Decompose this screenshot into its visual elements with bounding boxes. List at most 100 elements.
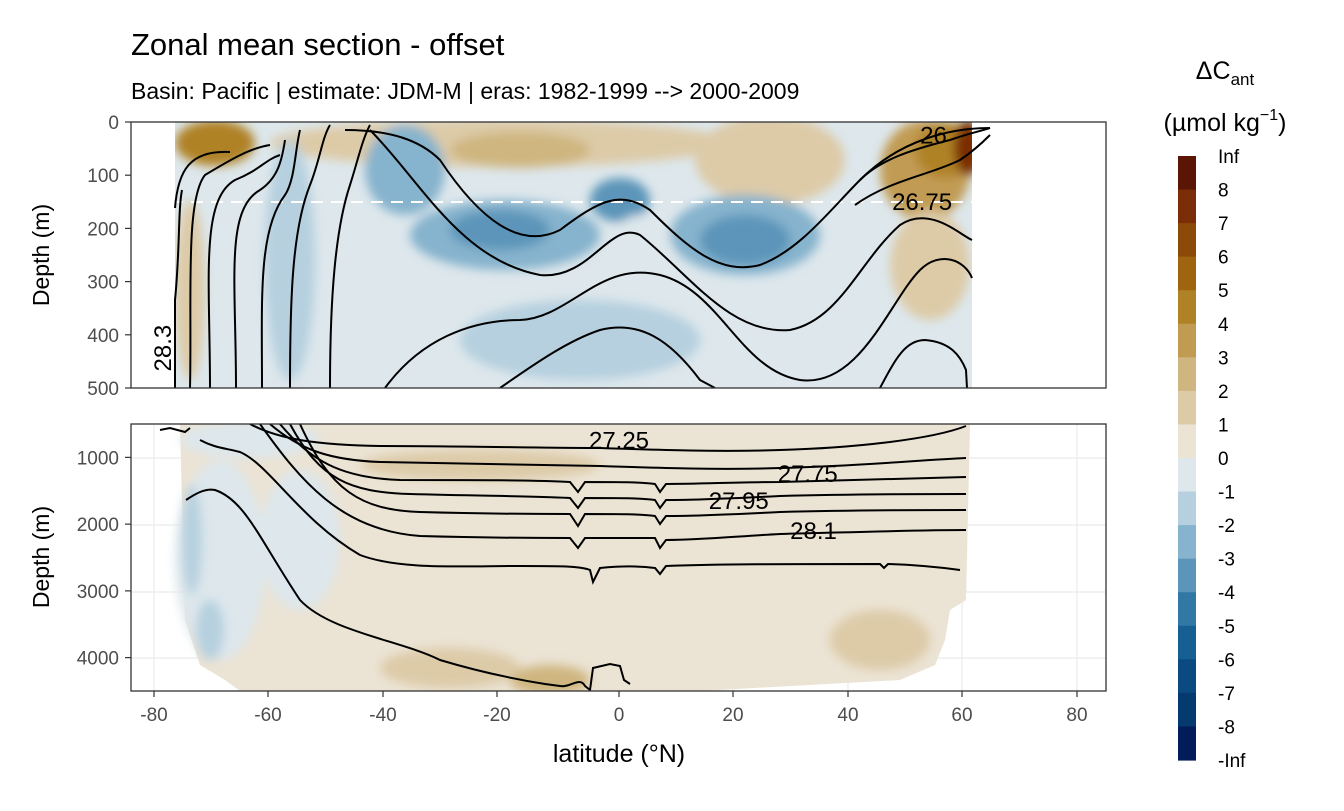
colorbar-label: 2 [1218,382,1229,403]
upper-field-patch [175,122,255,166]
colorbar-swatch [1178,223,1196,258]
y-axis-title-lower: Depth (m) [28,506,54,608]
lower-field [159,424,970,691]
upper-field-fade-left [131,122,175,388]
colorbar-label: 5 [1218,281,1229,302]
isopycnal-line [859,127,991,181]
y-tick-label: 2000 [77,515,119,536]
isopycnal-line [289,124,331,388]
upper-panel-border [130,121,1107,389]
isopycnal-label: 28.1 [790,518,837,545]
x-tick-label: 0 [614,705,625,726]
colorbar-unit-close: ) [1278,109,1286,137]
isopycnal-line [369,129,973,332]
colorbar-title: ΔCant [1196,57,1255,89]
x-tick-label: 40 [837,705,858,726]
isopycnal-line [174,189,183,388]
lower-field-patch [180,424,320,458]
colorbar-swatch [1178,189,1196,224]
lower-field-patch [360,450,600,480]
colorbar-label: -5 [1218,617,1235,638]
isopycnal-line [279,424,967,494]
isopycnal-line [289,424,967,510]
colorbar-label: -4 [1218,583,1235,604]
upper-field-patch [460,300,700,380]
colorbar-labels: Inf 8 7 6 5 4 3 2 1 0 -1 -2 -3 -4 -5 -6 -7 -8 -Inf [1218,147,1246,772]
colorbar-swatch [1178,726,1196,761]
isopycnal-line [185,488,631,691]
isopycnal-line [269,424,967,470]
upper-field-patch [450,132,590,168]
colorbar-swatch [1178,525,1196,560]
chart-title: Zonal mean section - offset [131,27,505,62]
x-tick-label: -60 [254,705,281,726]
colorbar-label: 0 [1218,449,1229,470]
lower-field-patch [380,648,520,688]
upper-field-fade-right [972,122,1106,388]
isopycnal-line [189,144,271,388]
isopycnal-line [854,134,991,206]
isopycnal-label: 26 [920,122,947,149]
isopycnal-line [879,338,968,388]
isopycnal-line [499,326,716,388]
colorbar-swatch [1178,625,1196,660]
y-tick-label: 300 [87,273,119,294]
upper-panel [130,121,1107,389]
colorbar-swatch [1178,659,1196,694]
colorbar-unit-main: (µmol kg [1164,109,1260,137]
y-tick-label: 1000 [77,448,119,469]
chart-subtitle: Basin: Pacific | estimate: JDM-M | eras:… [131,78,799,104]
colorbar-label: -8 [1218,717,1235,738]
isopycnal-line [207,154,281,388]
colorbar-label: -3 [1218,550,1235,571]
colorbar-swatches [1178,156,1196,761]
lower-field-patch [260,470,340,610]
y-tick-label: 500 [87,379,119,400]
y-tick-label: 0 [108,113,119,134]
y-axis-lower: 1000 2000 3000 4000 [77,448,131,670]
lower-panel [130,423,1107,692]
colorbar-swatch [1178,458,1196,493]
x-axis: -80 -60 -40 -20 0 20 40 60 80 [140,691,1088,726]
y-axis-upper: 0 100 200 300 400 500 [87,113,131,400]
lower-field-patch [182,485,202,595]
isopycnal-label: 27.75 [778,461,838,488]
upper-field-patch [450,210,550,250]
upper-field-patch [265,140,315,380]
colorbar-label: -Inf [1218,751,1246,772]
isopycnal-line [159,426,191,434]
isopycnal-line [199,439,961,585]
isopycnal-labels: 26 26.75 28.3 27.25 27.75 27.95 28.1 [150,122,952,545]
y-tick-label: 3000 [77,582,119,603]
colorbar-swatch [1178,592,1196,627]
isopycnal-line [233,139,286,388]
upper-field-patch [695,122,845,205]
colorbar-swatch [1178,290,1196,325]
x-tick-label: -40 [369,705,396,726]
colorbar-label: Inf [1218,147,1240,168]
colorbar-label: 6 [1218,248,1229,269]
colorbar-swatch [1178,692,1196,728]
x-tick-label: -80 [140,705,167,726]
colorbar-label: -1 [1218,483,1235,504]
y-tick-label: 4000 [77,649,119,670]
isopycnal-line [249,424,967,452]
colorbar-swatch [1178,390,1196,426]
x-tick-label: 80 [1066,705,1087,726]
isopycnal-label: 27.95 [709,488,769,515]
colorbar-label: -7 [1218,684,1235,705]
isopycnal-line [299,424,967,528]
lower-field-patch [196,600,224,660]
y-tick-label: 200 [87,219,119,240]
isopycnal-line [174,150,231,209]
colorbar-swatch [1178,323,1196,358]
isopycnal-line [384,258,973,388]
colorbar-label: 1 [1218,415,1229,436]
y-axis-title-upper: Depth (m) [28,204,54,306]
colorbar-swatch [1178,558,1196,593]
colorbar-label: -2 [1218,516,1235,537]
colorbar-swatch [1178,156,1196,191]
isopycnal-label: 28.3 [150,325,177,372]
x-tick-label: 20 [722,705,743,726]
upper-isopycnals [174,124,991,388]
